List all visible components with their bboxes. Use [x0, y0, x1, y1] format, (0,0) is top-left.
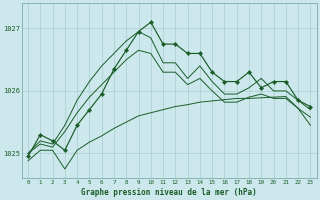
X-axis label: Graphe pression niveau de la mer (hPa): Graphe pression niveau de la mer (hPa) — [81, 188, 257, 197]
